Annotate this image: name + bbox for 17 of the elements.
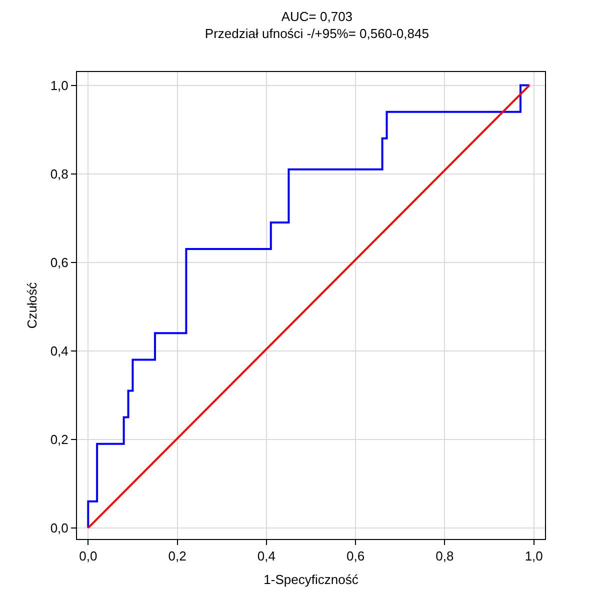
x-axis-title: 1-Specyficzność: [264, 572, 359, 588]
y-tick-label: 1,0: [50, 78, 68, 93]
y-tick-label: 0,6: [50, 254, 68, 270]
x-tick-label: 1,0: [524, 548, 543, 564]
y-tick-label: 0,2: [50, 432, 68, 447]
y-axis-title: Czułość: [24, 282, 40, 329]
x-tick-label: 0,4: [257, 548, 276, 564]
chart-title: AUC= 0,703: [281, 8, 353, 24]
x-tick-label: 0,0: [79, 548, 98, 564]
x-tick-label: 0,6: [346, 548, 365, 564]
line-series: [87, 84, 530, 529]
chart-subtitle: Przedział ufności -/+95%= 0,560-0,845: [204, 26, 429, 41]
y-tick-label: 0,4: [50, 343, 68, 358]
x-tick-label: 0,8: [436, 548, 454, 564]
y-tick-label: 0,0: [50, 520, 68, 536]
y-tick-label: 0,8: [50, 166, 68, 182]
x-tick-label: 0,2: [168, 548, 186, 564]
